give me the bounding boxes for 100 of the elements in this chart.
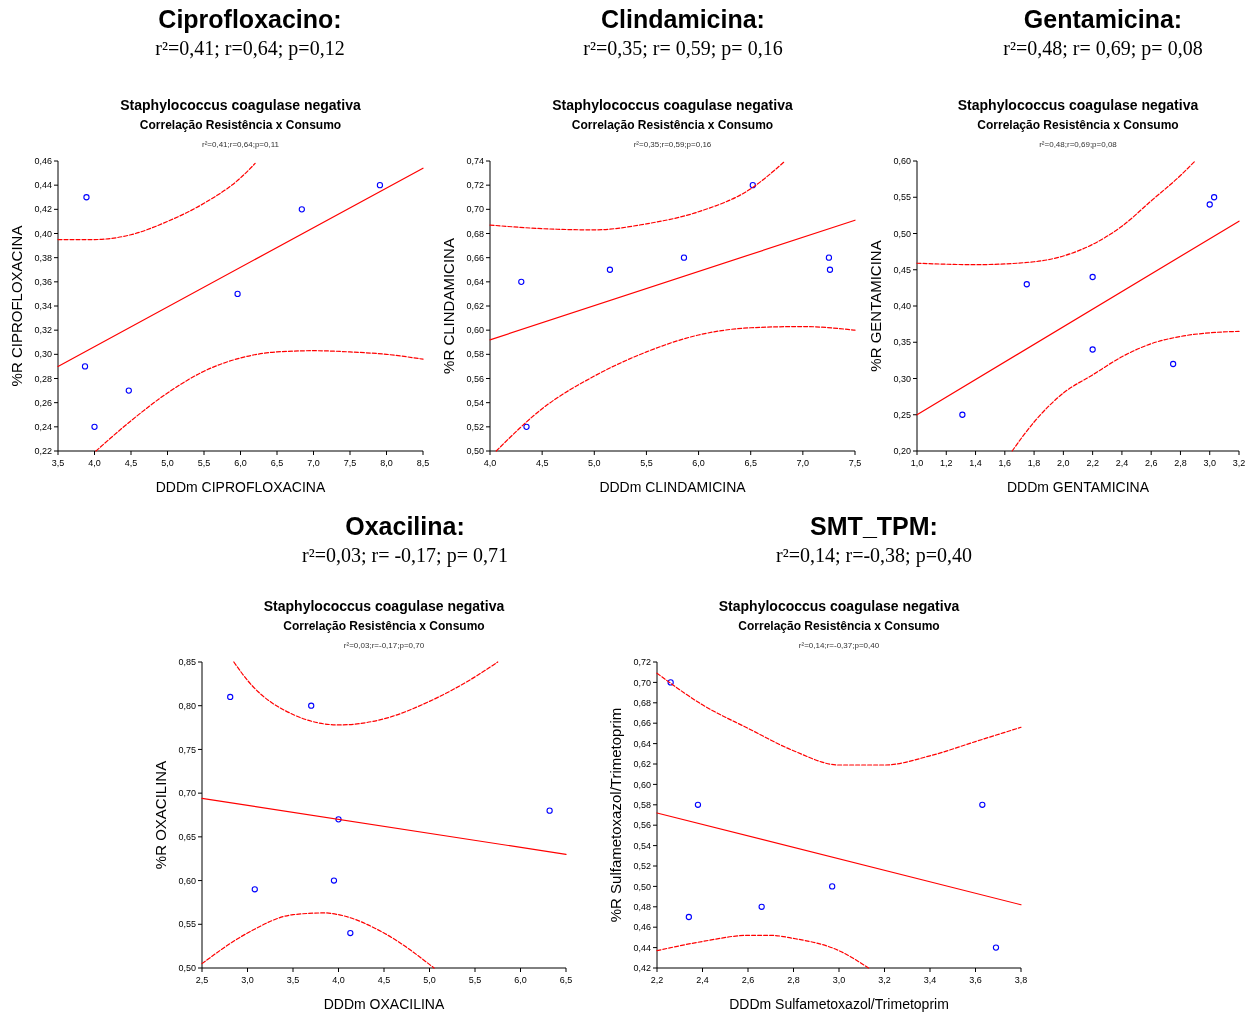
- x-axis-title: DDDm OXACILINA: [323, 996, 445, 1012]
- text: r²=0,14;r=-0,37;p=0,40: [798, 641, 880, 650]
- x-tick-label: 2,4: [1115, 458, 1129, 468]
- x-tick-label: 7,0: [796, 458, 810, 468]
- y-tick-label: 0,46: [633, 922, 651, 933]
- x-tick-label: 3,5: [51, 458, 65, 468]
- x-tick-label: 3,8: [1014, 975, 1028, 985]
- y-tick-label: 0,68: [466, 228, 484, 239]
- text: Staphylococcus coagulase negativa: [120, 97, 361, 113]
- x-tick-label: 5,0: [161, 458, 174, 468]
- text: r²=0,03;r=-0,17;p=0,70: [343, 641, 425, 650]
- x-tick-label: 6,5: [744, 458, 757, 468]
- x-tick-label: 3,0: [241, 975, 254, 985]
- x-tick-label: 3,4: [923, 975, 937, 985]
- chart-subtitle: r²=0,14; r=-0,38; p=0,40: [776, 544, 972, 567]
- y-tick-label: 0,22: [34, 446, 52, 457]
- x-tick-label: 6,0: [514, 975, 527, 985]
- x-tick-label: 5,5: [197, 458, 211, 468]
- x-axis-title: DDDm Sulfametoxazol/Trimetoprim: [729, 996, 949, 1012]
- y-tick-label: 0,26: [34, 397, 52, 408]
- y-tick-label: 0,70: [633, 677, 651, 688]
- y-tick-label: 0,60: [633, 779, 651, 790]
- y-tick-label: 0,64: [466, 276, 484, 287]
- x-tick-label: 4,0: [88, 458, 101, 468]
- chart-subtitle: r²=0,41; r=0,64; p=0,12: [155, 37, 345, 60]
- y-tick-label: 0,40: [893, 301, 911, 312]
- y-tick-label: 0,68: [633, 697, 651, 708]
- text: Correlação Resistência x Consumo: [283, 619, 485, 633]
- text: Staphylococcus coagulase negativa: [718, 598, 960, 614]
- text: Correlação Resistência x Consumo: [139, 118, 342, 132]
- y-tick-label: 0,44: [633, 942, 651, 953]
- x-tick-label: 5,5: [640, 458, 653, 468]
- x-tick-label: 2,6: [741, 975, 755, 985]
- y-tick-label: 0,85: [178, 657, 196, 668]
- y-tick-label: 0,52: [633, 861, 651, 872]
- y-tick-label: 0,70: [466, 204, 484, 215]
- y-tick-label: 0,25: [893, 409, 911, 420]
- text: Correlação Resistência x Consumo: [738, 619, 940, 633]
- x-tick-label: 7,5: [343, 458, 357, 468]
- y-tick-label: 0,30: [893, 373, 911, 384]
- x-tick-label: 2,2: [1086, 458, 1099, 468]
- x-tick-label: 5,0: [588, 458, 601, 468]
- x-tick-label: 2,0: [1057, 458, 1070, 468]
- x-tick-label: 4,5: [377, 975, 391, 985]
- y-tick-label: 0,55: [893, 192, 911, 203]
- chart-subtitle: r²=0,48; r= 0,69; p= 0,08: [1003, 37, 1203, 60]
- y-axis-title: %R Sulfametoxazol/Trimetoprim: [607, 707, 624, 923]
- x-tick-label: 1,0: [910, 458, 924, 468]
- y-axis-title: %R CIPROFLOXACINA: [8, 225, 25, 387]
- y-tick-label: 0,44: [34, 180, 52, 191]
- y-tick-label: 0,50: [178, 963, 196, 974]
- chart-subtitle: r²=0,35; r= 0,59; p= 0,16: [583, 37, 783, 60]
- chart-title: Oxacilina:: [345, 512, 465, 540]
- y-tick-label: 0,72: [466, 180, 484, 191]
- x-tick-label: 4,5: [535, 458, 549, 468]
- x-tick-label: 1,8: [1027, 458, 1041, 468]
- y-tick-label: 0,42: [34, 204, 52, 215]
- y-tick-label: 0,58: [633, 799, 651, 810]
- text: Staphylococcus coagulase negativa: [263, 598, 505, 614]
- text: Staphylococcus coagulase negativa: [957, 97, 1199, 113]
- y-tick-label: 0,74: [466, 156, 484, 167]
- y-axis-title: %R CLINDAMICINA: [440, 238, 457, 374]
- x-tick-label: 7,5: [848, 458, 862, 468]
- y-tick-label: 0,60: [178, 875, 196, 886]
- x-tick-label: 4,5: [124, 458, 138, 468]
- text: r²=0,48;r=0,69;p=0,08: [1039, 140, 1118, 149]
- y-tick-label: 0,54: [466, 397, 484, 408]
- y-tick-label: 0,62: [633, 759, 651, 770]
- y-tick-label: 0,52: [466, 421, 484, 432]
- y-tick-label: 0,56: [633, 820, 651, 831]
- x-tick-label: 1,6: [998, 458, 1012, 468]
- x-tick-label: 3,2: [1232, 458, 1246, 468]
- y-tick-label: 0,72: [633, 657, 651, 668]
- x-tick-label: 3,5: [286, 975, 300, 985]
- x-tick-label: 6,5: [270, 458, 284, 468]
- y-tick-label: 0,50: [466, 446, 484, 457]
- y-tick-label: 0,46: [34, 156, 52, 167]
- y-tick-label: 0,34: [34, 301, 52, 312]
- x-tick-label: 4,0: [483, 458, 497, 468]
- x-axis-title: DDDm GENTAMICINA: [1006, 479, 1150, 495]
- y-tick-label: 0,60: [893, 156, 911, 167]
- y-tick-label: 0,42: [633, 963, 651, 974]
- y-tick-label: 0,28: [34, 373, 52, 384]
- y-tick-label: 0,50: [893, 228, 911, 239]
- x-tick-label: 1,4: [969, 458, 982, 468]
- y-axis-title: %R OXACILINA: [152, 760, 169, 870]
- x-tick-label: 5,5: [468, 975, 482, 985]
- y-tick-label: 0,38: [34, 252, 52, 263]
- chart-subtitle: r²=0,03; r= -0,17; p= 0,71: [302, 544, 508, 567]
- x-axis-title: DDDm CLINDAMICINA: [599, 479, 747, 495]
- y-tick-label: 0,64: [633, 738, 651, 749]
- text: Correlação Resistência x Consumo: [571, 118, 774, 132]
- y-tick-label: 0,62: [466, 301, 484, 312]
- y-tick-label: 0,65: [178, 832, 196, 843]
- x-tick-label: 4,0: [332, 975, 345, 985]
- x-tick-label: 3,0: [832, 975, 846, 985]
- text: r²=0,35;r=0,59;p=0,16: [633, 140, 712, 149]
- y-tick-label: 0,36: [34, 276, 52, 287]
- x-tick-label: 2,2: [650, 975, 664, 985]
- y-tick-label: 0,50: [633, 881, 651, 892]
